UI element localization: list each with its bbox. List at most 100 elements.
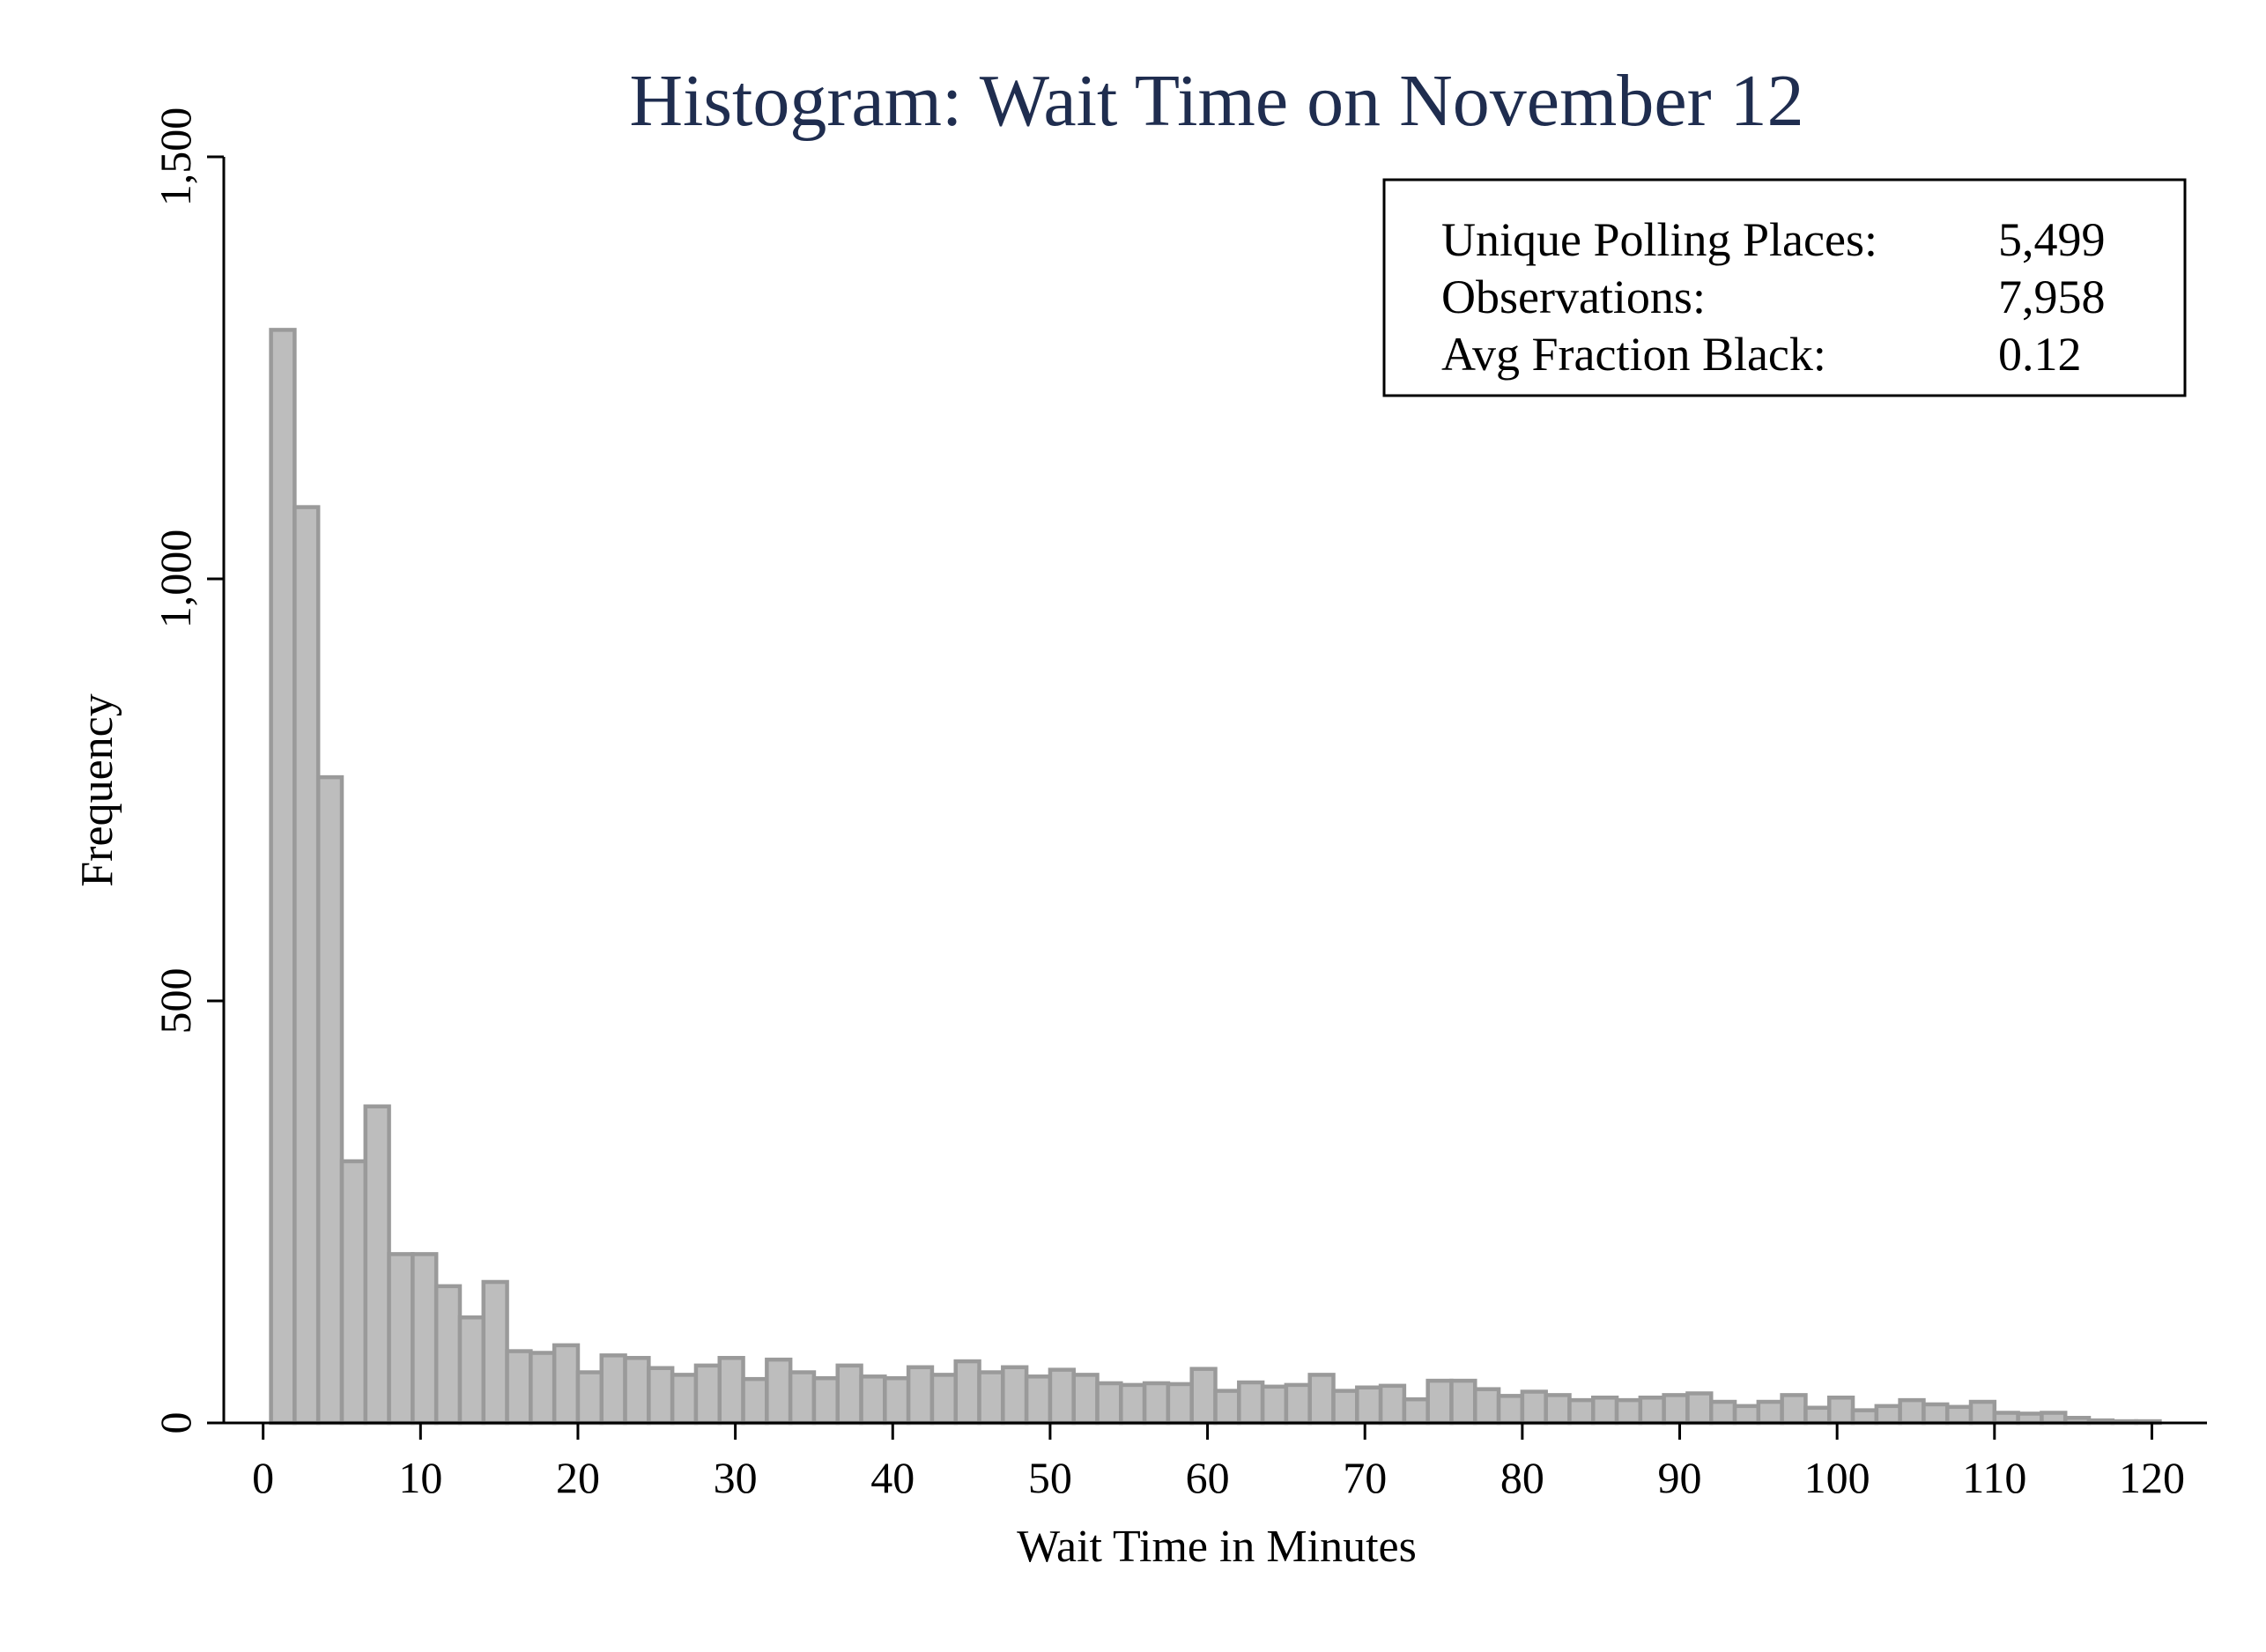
stat-label-avg-fraction-black: Avg Fraction Black: [1441, 328, 1826, 381]
y-tick-label: 500 [151, 968, 200, 1034]
y-tick-label: 1,000 [151, 530, 200, 629]
histogram-bar [1048, 1367, 1076, 1426]
x-tick-label: 30 [714, 1453, 758, 1502]
histogram-bar [1992, 1411, 2020, 1426]
histogram-bar [1496, 1394, 1525, 1426]
stat-label-observations: Observations: [1441, 270, 1706, 323]
x-ticks-group: 0 10 20 30 40 50 60 70 80 90 100 110 120 [252, 1423, 2185, 1502]
histogram-bar [552, 1343, 581, 1426]
histogram-bar [1307, 1373, 1336, 1426]
x-tick-label: 20 [556, 1453, 600, 1502]
histogram-bar [741, 1376, 769, 1426]
histogram-bar [1614, 1397, 1643, 1426]
histogram-bar [1567, 1397, 1596, 1426]
histogram-bar [929, 1373, 958, 1426]
x-tick-label: 40 [870, 1453, 915, 1502]
histogram-bar [1780, 1393, 1808, 1426]
histogram-bar [1850, 1408, 1879, 1426]
histogram-bar [883, 1375, 911, 1426]
x-tick-label: 50 [1028, 1453, 1072, 1502]
histogram-bar [1544, 1393, 1572, 1426]
histogram-bar [2016, 1411, 2044, 1426]
histogram-bar [1426, 1378, 1454, 1426]
histogram-bar [1922, 1402, 1950, 1426]
histogram-bar [411, 1252, 439, 1426]
histogram-bar [315, 774, 344, 1426]
histogram-bar [1284, 1382, 1312, 1426]
histogram-bar [647, 1366, 675, 1426]
histogram-bar [575, 1370, 604, 1426]
stats-box: Unique Polling Places: 5,499 Observation… [1382, 178, 2187, 397]
x-tick-label: 60 [1186, 1453, 1230, 1502]
x-tick-label: 0 [252, 1453, 274, 1502]
histogram-bar [1756, 1399, 1784, 1426]
histogram-bar [457, 1315, 486, 1426]
histogram-bar [835, 1363, 863, 1426]
chart-title: Histogram: Wait Time on November 12 [629, 60, 1803, 142]
histogram-bar [1071, 1373, 1100, 1426]
histogram-bar [1142, 1381, 1171, 1426]
histogram-bar [1095, 1381, 1123, 1426]
histogram-bar [977, 1370, 1005, 1426]
y-tick-label: 1,500 [151, 107, 200, 207]
x-tick-label: 10 [398, 1453, 442, 1502]
histogram-bar [269, 328, 297, 1426]
histogram-bar [906, 1365, 935, 1426]
histogram-bar [2040, 1411, 2068, 1426]
histogram-bar [811, 1375, 840, 1426]
stat-value-unique-polling-places: 5,499 [1998, 213, 2106, 266]
histogram-bar [1237, 1380, 1265, 1426]
histogram-bar [1166, 1382, 1194, 1426]
stat-value-avg-fraction-black: 0.12 [1998, 328, 2082, 381]
x-tick-label: 80 [1500, 1453, 1544, 1502]
histogram-bar [1874, 1404, 1902, 1426]
histogram-bar [1685, 1391, 1714, 1426]
histogram-bar [1119, 1382, 1147, 1426]
histogram-bar [765, 1357, 793, 1426]
histogram-bar [1662, 1393, 1690, 1426]
stat-value-observations: 7,958 [1998, 270, 2106, 323]
histogram-bar [529, 1351, 557, 1426]
histogram-bar [433, 1284, 463, 1426]
histogram-bar [1355, 1385, 1383, 1426]
histogram-bar [1803, 1405, 1832, 1426]
histogram-bar [293, 505, 321, 1426]
histogram-bar [1591, 1396, 1619, 1426]
histogram-bar [1898, 1397, 1926, 1426]
histogram-bar [859, 1374, 887, 1426]
stat-label-unique-polling-places: Unique Polling Places: [1441, 213, 1877, 266]
histogram-bar [1968, 1399, 1997, 1426]
histogram-bar [339, 1159, 368, 1426]
histogram-bar [623, 1355, 651, 1426]
x-tick-label: 100 [1804, 1453, 1870, 1502]
histogram-bar [1189, 1367, 1218, 1426]
histogram-bar [481, 1279, 509, 1426]
histogram-bar [670, 1373, 699, 1426]
histogram-bar [1520, 1389, 1548, 1426]
histogram-bar [1473, 1387, 1501, 1426]
histogram-bar [1213, 1389, 1241, 1426]
histogram-bar [387, 1252, 415, 1426]
histogram-bar [363, 1104, 391, 1426]
histogram-bar [1638, 1396, 1666, 1426]
histogram-bar [1709, 1399, 1737, 1426]
y-tick-label: 0 [151, 1412, 200, 1434]
histogram-bar [1331, 1389, 1359, 1426]
histogram-bar [1826, 1396, 1855, 1426]
histogram-bar [1260, 1384, 1289, 1426]
x-axis-label: Wait Time in Minutes [1017, 1522, 1417, 1572]
histogram-bar [1402, 1396, 1430, 1426]
histogram-bar [1944, 1404, 1973, 1426]
x-tick-label: 110 [1962, 1453, 2026, 1502]
x-tick-label: 120 [2119, 1453, 2185, 1502]
stats-box-frame [1382, 178, 2187, 397]
y-axis-label: Frequency [72, 693, 122, 886]
histogram-bar [717, 1355, 745, 1426]
histogram-bar [1378, 1383, 1407, 1426]
histogram-bar [1024, 1374, 1053, 1426]
y-ticks-group: 0 500 1,000 1,500 [151, 107, 224, 1434]
histogram-bar [1449, 1378, 1477, 1426]
bars-group [269, 328, 2162, 1426]
